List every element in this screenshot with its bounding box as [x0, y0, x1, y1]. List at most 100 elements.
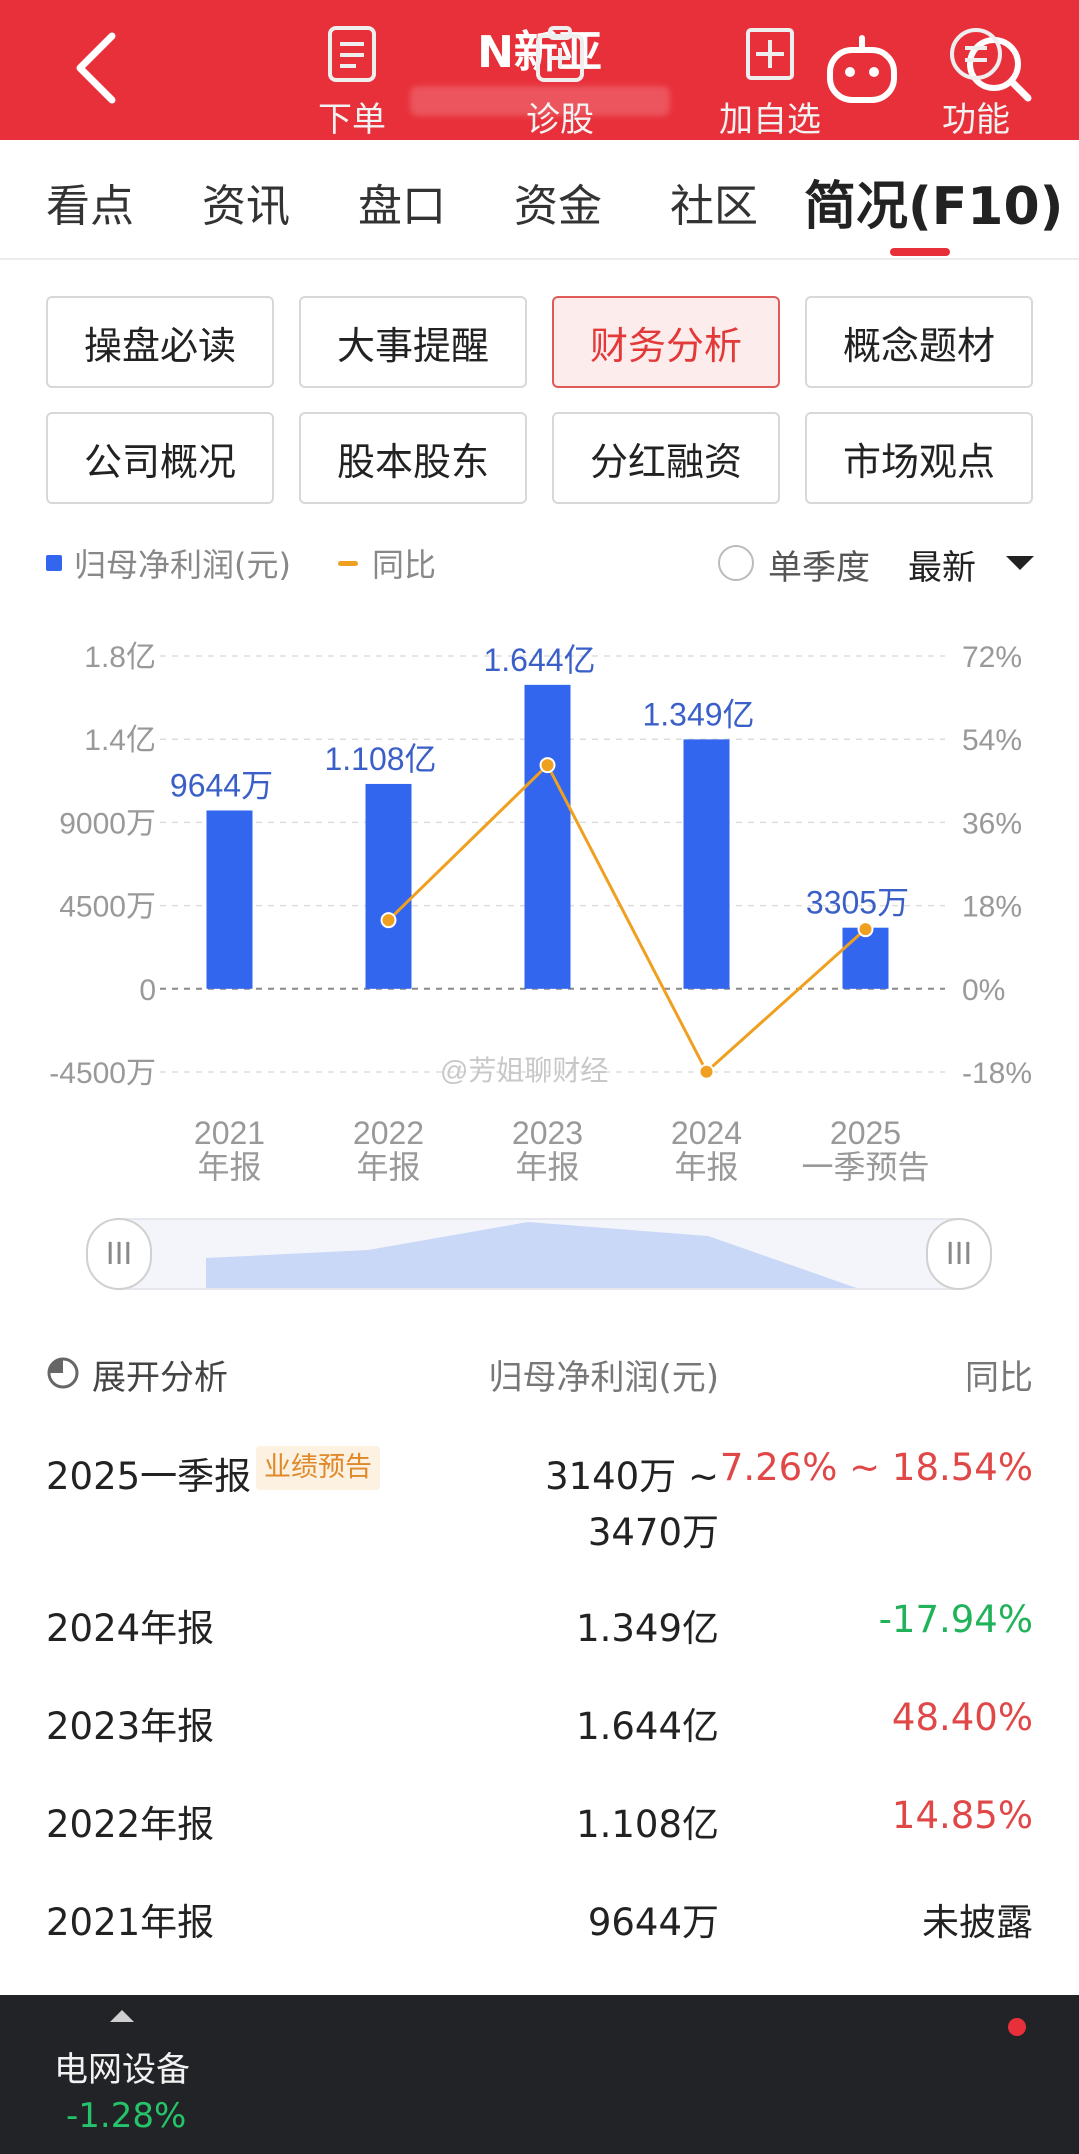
- scroll-handle-left[interactable]: III: [86, 1218, 152, 1290]
- yoy-point: [698, 1063, 715, 1080]
- expand-analysis[interactable]: 展开分析: [92, 1358, 228, 1398]
- robot-assistant-icon[interactable]: [822, 28, 902, 108]
- scroll-handle-right[interactable]: III: [926, 1218, 992, 1290]
- y-right-tick-label: 18%: [962, 891, 1022, 924]
- btn-trading-guide[interactable]: 操盘必读: [46, 296, 274, 388]
- btn-financial-analysis[interactable]: 财务分析: [552, 296, 780, 388]
- order-icon: [328, 26, 376, 82]
- sector-name[interactable]: 电网设备: [54, 2050, 190, 2090]
- tab-community[interactable]: 社区: [670, 181, 758, 232]
- y-right-tick-label: -18%: [962, 1057, 1032, 1090]
- x-tick-label: 2021: [194, 1115, 265, 1151]
- quarterly-radio[interactable]: [718, 545, 754, 581]
- btn-concepts[interactable]: 概念题材: [805, 296, 1033, 388]
- period-select[interactable]: 最新: [908, 548, 976, 588]
- back-icon[interactable]: [62, 28, 132, 108]
- add-watchlist-button[interactable]: 加自选: [700, 0, 840, 159]
- legend-line: 同比: [338, 540, 436, 586]
- bar-data-label: 1.108亿: [324, 741, 436, 777]
- x-tick-label: 2022: [353, 1115, 424, 1151]
- order-label: 下单: [318, 100, 386, 140]
- x-tick-label: 年报: [515, 1149, 579, 1185]
- x-tick-label: 2025: [830, 1115, 901, 1151]
- col-header-value: 归母净利润(元): [488, 1358, 719, 1398]
- bar: [842, 927, 889, 989]
- y-left-tick-label: 4500万: [59, 891, 156, 924]
- yoy-point: [857, 921, 874, 938]
- y-left-tick-label: 0: [139, 974, 156, 1007]
- notification-dot: [1008, 2018, 1026, 2036]
- bar-data-label: 9644万: [170, 767, 273, 803]
- x-tick-label: 2023: [512, 1115, 583, 1151]
- x-tick-label: 年报: [674, 1149, 738, 1185]
- y-right-tick-label: 54%: [962, 724, 1022, 757]
- btn-market-views[interactable]: 市场观点: [805, 412, 1033, 504]
- quarterly-label[interactable]: 单季度: [768, 548, 870, 588]
- bar-data-label: 3305万: [806, 885, 909, 921]
- pie-chart-icon[interactable]: [46, 1356, 80, 1390]
- x-tick-label: 年报: [197, 1149, 261, 1185]
- row-value: 1.644亿: [576, 1705, 719, 1748]
- diagnose-label: 诊股: [526, 100, 594, 140]
- btn-events[interactable]: 大事提醒: [299, 296, 527, 388]
- tab-funds[interactable]: 资金: [514, 181, 602, 232]
- forecast-tag: 业绩预告: [256, 1446, 380, 1490]
- legend-bar-label: 归母净利润(元): [74, 546, 291, 584]
- order-button[interactable]: 下单: [292, 0, 412, 159]
- add-icon: [746, 28, 794, 80]
- x-tick-label: 2024: [671, 1115, 742, 1151]
- legend-bar: 归母净利润(元): [46, 540, 291, 586]
- row-period: 2023年报: [46, 1705, 215, 1748]
- y-right-tick-label: 36%: [962, 807, 1022, 840]
- row-value: 3140万 ~: [545, 1455, 719, 1498]
- yoy-point: [380, 912, 397, 929]
- yoy-point: [539, 757, 556, 774]
- row-value: 1.349亿: [576, 1607, 719, 1650]
- btn-company-profile[interactable]: 公司概况: [46, 412, 274, 504]
- col-header-yoy: 同比: [965, 1358, 1033, 1398]
- watermark: @芳姐聊财经: [440, 1055, 608, 1086]
- row-period: 2024年报: [46, 1607, 215, 1650]
- bar: [365, 783, 412, 989]
- row-yoy: -17.94%: [878, 1598, 1033, 1641]
- row-yoy: 14.85%: [891, 1794, 1033, 1837]
- tab-kandian[interactable]: 看点: [46, 181, 134, 232]
- y-left-tick-label: 1.8亿: [84, 641, 156, 674]
- chevron-down-icon[interactable]: [1006, 556, 1034, 570]
- legend-line-label: 同比: [372, 546, 437, 584]
- bottom-bar: [0, 1995, 1079, 2154]
- bar-data-label: 1.349亿: [642, 696, 754, 732]
- functions-button[interactable]: 功能: [916, 0, 1036, 159]
- legend-bar-swatch: [46, 555, 62, 571]
- diagnose-button[interactable]: 诊股: [500, 0, 620, 159]
- y-left-tick-label: -4500万: [49, 1057, 156, 1090]
- row-period: 2025一季报: [46, 1455, 252, 1498]
- tab-f10[interactable]: 简况(F10): [804, 177, 1064, 237]
- tab-news[interactable]: 资讯: [202, 181, 290, 232]
- yoy-line: [387, 762, 867, 1075]
- row-value-cont: 3470万: [587, 1511, 719, 1554]
- bar: [683, 739, 730, 989]
- caret-up-icon[interactable]: [110, 2010, 134, 2022]
- x-tick-label: 年报: [356, 1149, 420, 1185]
- chart-range-scroller[interactable]: [86, 1218, 992, 1290]
- menu-icon: [950, 28, 1002, 80]
- row-value: 9644万: [587, 1901, 719, 1944]
- y-left-tick-label: 9000万: [59, 807, 156, 840]
- btn-dividends[interactable]: 分红融资: [552, 412, 780, 504]
- row-period: 2022年报: [46, 1803, 215, 1846]
- bar: [206, 810, 253, 989]
- btn-shareholders[interactable]: 股本股东: [299, 412, 527, 504]
- row-yoy: 7.26% ~ 18.54%: [719, 1446, 1033, 1489]
- bar: [524, 684, 571, 989]
- scroller-preview: [206, 1222, 857, 1288]
- y-left-tick-label: 1.4亿: [84, 724, 156, 757]
- tab-quotes[interactable]: 盘口: [358, 181, 446, 232]
- active-tab-indicator: [890, 248, 950, 256]
- row-yoy: 48.40%: [891, 1696, 1033, 1739]
- bar-data-label: 1.644亿: [483, 642, 595, 678]
- row-period: 2021年报: [46, 1901, 215, 1944]
- functions-label: 功能: [942, 100, 1010, 140]
- stock-code-blurred: [410, 86, 670, 116]
- y-right-tick-label: 72%: [962, 641, 1022, 674]
